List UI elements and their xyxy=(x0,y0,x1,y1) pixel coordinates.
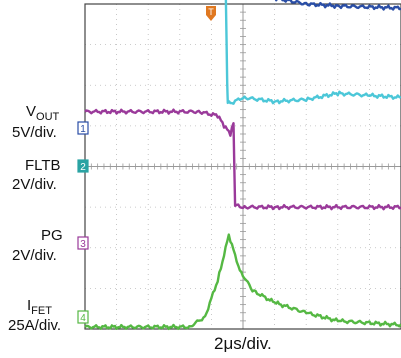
ground-marker-label: 1 xyxy=(80,124,86,135)
ground-marker-label: 3 xyxy=(80,239,86,250)
vout-label: VOUT xyxy=(26,103,60,123)
trace-ch1b xyxy=(224,0,401,105)
vout-scale: 5V/div. xyxy=(12,124,57,141)
trigger-marker: T xyxy=(206,6,216,21)
trace-ch3 xyxy=(84,108,401,211)
ifet-scale: 25A/div. xyxy=(8,317,62,334)
trace-ch1 xyxy=(274,0,401,11)
trigger-marker-label: T xyxy=(208,7,214,17)
fltb-scale: 2V/div. xyxy=(12,176,57,193)
channel-ground-markers: 1 2 3 4 xyxy=(77,121,89,324)
trace-ch4 xyxy=(84,233,401,331)
x-axis-label: 2μs/div. xyxy=(214,334,272,353)
ground-marker-ch2: 2 xyxy=(77,159,89,173)
pg-scale: 2V/div. xyxy=(12,247,57,264)
ifet-label: IFET xyxy=(27,297,52,317)
ground-marker-ch1: 1 xyxy=(77,121,89,135)
fltb-label: FLTB xyxy=(25,157,61,174)
ground-marker-ch4: 4 xyxy=(77,310,89,324)
ground-marker-label: 4 xyxy=(80,313,86,324)
pg-label: PG xyxy=(41,227,63,244)
ground-marker-label: 2 xyxy=(80,162,86,173)
traces xyxy=(84,0,401,331)
ground-marker-ch3: 3 xyxy=(77,236,89,250)
